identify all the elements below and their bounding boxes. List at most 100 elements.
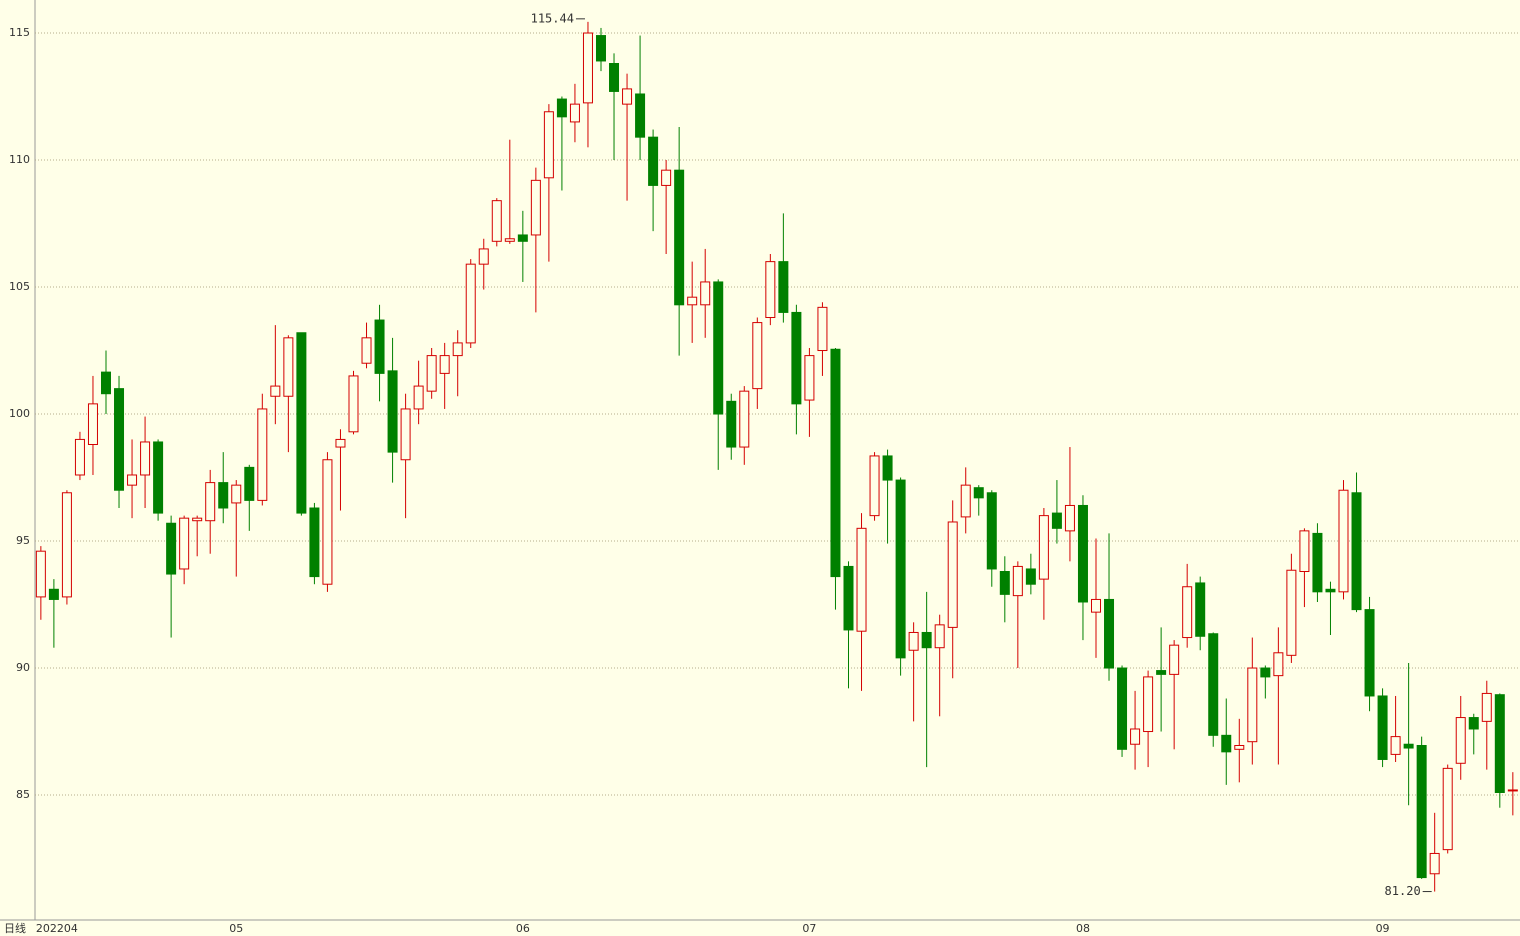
y-tick-label: 100 xyxy=(9,407,30,420)
candle-body xyxy=(1390,736,1401,755)
candle-body xyxy=(1038,515,1049,580)
candle-body xyxy=(61,492,72,598)
candle-body xyxy=(35,550,46,598)
candle-body xyxy=(1377,695,1388,760)
x-tick-label: 09 xyxy=(1376,922,1390,935)
candle-body xyxy=(530,179,541,236)
candle-body xyxy=(439,355,450,374)
candle-body xyxy=(1221,734,1232,753)
candle-body xyxy=(1247,667,1258,743)
candle-body xyxy=(1273,652,1284,677)
candle-body xyxy=(465,263,476,344)
candle-body xyxy=(1403,743,1414,749)
x-tick-label: 05 xyxy=(229,922,243,935)
x-tick-label: 08 xyxy=(1076,922,1090,935)
candle-body xyxy=(309,507,320,578)
candle-body xyxy=(934,624,945,649)
candle-body xyxy=(127,474,138,486)
candle-body xyxy=(960,484,971,518)
candle-body xyxy=(283,337,294,397)
candle-body xyxy=(687,296,698,306)
candle-body xyxy=(1090,598,1101,613)
candle-body xyxy=(609,63,620,92)
candle-body xyxy=(869,455,880,517)
candle-body xyxy=(426,355,437,392)
candle-body xyxy=(1182,586,1193,639)
candle-body xyxy=(1064,504,1075,532)
candle-body xyxy=(400,408,411,461)
candle-body xyxy=(856,527,867,632)
candle-body xyxy=(1507,789,1518,792)
candle-body xyxy=(387,370,398,453)
candle-body xyxy=(348,375,359,433)
x-tick-label: 202204 xyxy=(36,922,78,935)
candle-body xyxy=(1117,667,1128,750)
min-label: 81.20 xyxy=(1385,884,1421,898)
candle-body xyxy=(843,565,854,631)
period-label: 日线 xyxy=(4,921,26,935)
candle-body xyxy=(661,169,672,186)
candle-body xyxy=(1442,767,1453,851)
candle-body xyxy=(1143,676,1154,733)
candle-body xyxy=(895,479,906,659)
candle-body xyxy=(1481,692,1492,722)
candle-body xyxy=(1494,694,1505,793)
candle-body xyxy=(1077,504,1088,603)
candle-body xyxy=(1325,588,1336,593)
candle-body xyxy=(1234,744,1245,750)
candle-body xyxy=(1195,582,1206,637)
candle-body xyxy=(1208,633,1219,736)
candle-body xyxy=(947,521,958,628)
candle-body xyxy=(114,388,125,491)
candle-body xyxy=(582,32,593,104)
candle-body xyxy=(296,332,307,514)
candle-body xyxy=(921,631,932,649)
y-tick-label: 105 xyxy=(9,280,30,293)
candle-body xyxy=(648,136,659,186)
y-tick-label: 115 xyxy=(9,26,30,39)
candle-body xyxy=(48,588,59,600)
y-tick-label: 95 xyxy=(16,534,30,547)
y-tick-label: 110 xyxy=(9,153,30,166)
candle-body xyxy=(179,517,190,570)
candle-body xyxy=(87,403,98,446)
candle-body xyxy=(778,261,789,313)
candle-body xyxy=(674,169,685,306)
candle-body xyxy=(752,322,763,390)
candle-body xyxy=(1156,670,1167,675)
candle-body xyxy=(504,238,515,242)
candle-body xyxy=(817,306,828,352)
x-tick-label: 07 xyxy=(802,922,816,935)
candle-body xyxy=(622,88,633,105)
candle-body xyxy=(140,441,151,476)
candle-body xyxy=(556,98,567,118)
candle-body xyxy=(1104,598,1115,669)
candle-body xyxy=(791,311,802,405)
candle-body xyxy=(1051,512,1062,529)
candle-body xyxy=(218,482,229,509)
candle-body xyxy=(908,631,919,651)
candle-body xyxy=(1260,667,1271,678)
candle-body xyxy=(804,355,815,401)
candle-body xyxy=(322,459,333,585)
candle-body xyxy=(1025,568,1036,585)
candle-body xyxy=(413,385,424,410)
candle-body xyxy=(1429,852,1440,875)
candle-body xyxy=(713,281,724,415)
x-tick-label: 06 xyxy=(516,922,530,935)
candle-body xyxy=(100,371,111,395)
candle-body xyxy=(830,348,841,578)
candle-body xyxy=(1455,717,1466,764)
candle-body xyxy=(244,466,255,501)
candle-body xyxy=(1286,569,1297,656)
candle-body xyxy=(595,35,606,62)
candle-body xyxy=(1338,489,1349,593)
candle-body xyxy=(192,517,203,522)
candle-body xyxy=(1364,609,1375,697)
y-tick-label: 90 xyxy=(16,661,30,674)
candle-body xyxy=(973,487,984,499)
candle-body xyxy=(569,103,580,123)
candle-body xyxy=(374,319,385,374)
